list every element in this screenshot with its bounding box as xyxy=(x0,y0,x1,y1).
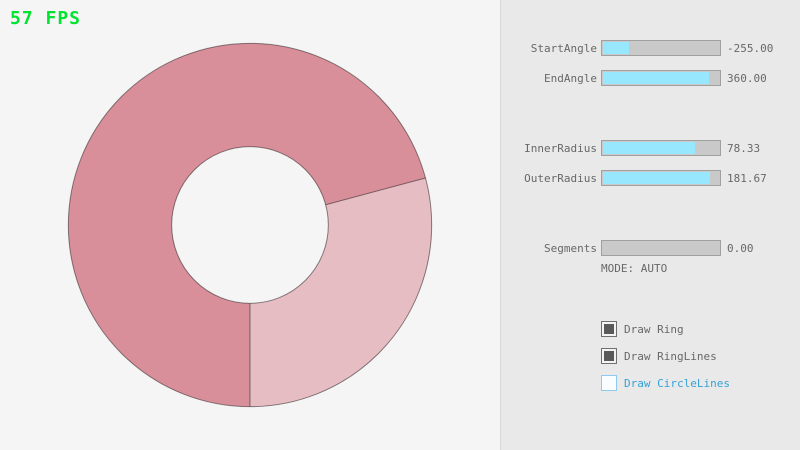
checkbox-box[interactable] xyxy=(601,375,617,391)
slider-value-outerradius: 181.67 xyxy=(727,171,767,185)
slider-label-innerradius: InnerRadius xyxy=(524,141,597,155)
slider-label-segments: Segments xyxy=(544,241,597,255)
slider-label-outerradius: OuterRadius xyxy=(524,171,597,185)
slider-innerradius[interactable] xyxy=(601,140,721,156)
ring-outer-line xyxy=(67,42,433,408)
check-mark xyxy=(604,378,614,388)
slider-startangle[interactable] xyxy=(601,40,721,56)
slider-row-outerradius: OuterRadius 181.67 xyxy=(501,170,800,186)
slider-outerradius[interactable] xyxy=(601,170,721,186)
check-mark xyxy=(604,351,614,361)
slider-endangle[interactable] xyxy=(601,70,721,86)
ring-canvas xyxy=(67,42,433,408)
slider-segments[interactable] xyxy=(601,240,721,256)
fps-counter: 57 FPS xyxy=(10,8,82,29)
mode-label: MODE: AUTO xyxy=(601,262,668,275)
slider-row-innerradius: InnerRadius 78.33 xyxy=(501,140,800,156)
slider-fill xyxy=(603,142,696,154)
checkbox-box[interactable] xyxy=(601,348,617,364)
ring-hole xyxy=(171,146,329,304)
control-panel: StartAngle -255.00 EndAngle 360.00 Inner… xyxy=(500,0,800,450)
check-mark xyxy=(604,324,614,334)
slider-row-endangle: EndAngle 360.00 xyxy=(501,70,800,86)
slider-row-segments: Segments 0.00 xyxy=(501,240,800,256)
slider-label-startangle: StartAngle xyxy=(530,41,597,55)
ring-inner-line xyxy=(171,146,329,304)
slider-value-startangle: -255.00 xyxy=(727,41,774,55)
checkbox-draw-ring[interactable]: Draw Ring xyxy=(601,320,684,338)
ring-radial-line-start xyxy=(325,177,426,206)
checkbox-label: Draw CircleLines xyxy=(624,376,730,390)
slider-fill xyxy=(603,72,710,84)
slider-value-segments: 0.00 xyxy=(727,241,754,255)
checkbox-label: Draw Ring xyxy=(624,322,684,336)
slider-fill xyxy=(603,172,711,184)
slider-row-startangle: StartAngle -255.00 xyxy=(501,40,800,56)
checkbox-draw-ringlines[interactable]: Draw RingLines xyxy=(601,347,717,365)
checkbox-label: Draw RingLines xyxy=(624,349,717,363)
slider-value-innerradius: 78.33 xyxy=(727,141,761,155)
slider-value-endangle: 360.00 xyxy=(727,71,767,85)
checkbox-box[interactable] xyxy=(601,321,617,337)
slider-label-endangle: EndAngle xyxy=(544,71,597,85)
slider-fill xyxy=(603,42,629,54)
checkbox-draw-circlelines[interactable]: Draw CircleLines xyxy=(601,374,730,392)
